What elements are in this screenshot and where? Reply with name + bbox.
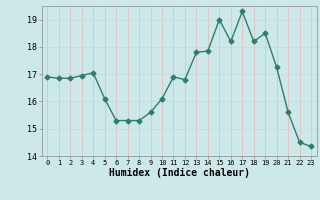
X-axis label: Humidex (Indice chaleur): Humidex (Indice chaleur)	[109, 168, 250, 178]
